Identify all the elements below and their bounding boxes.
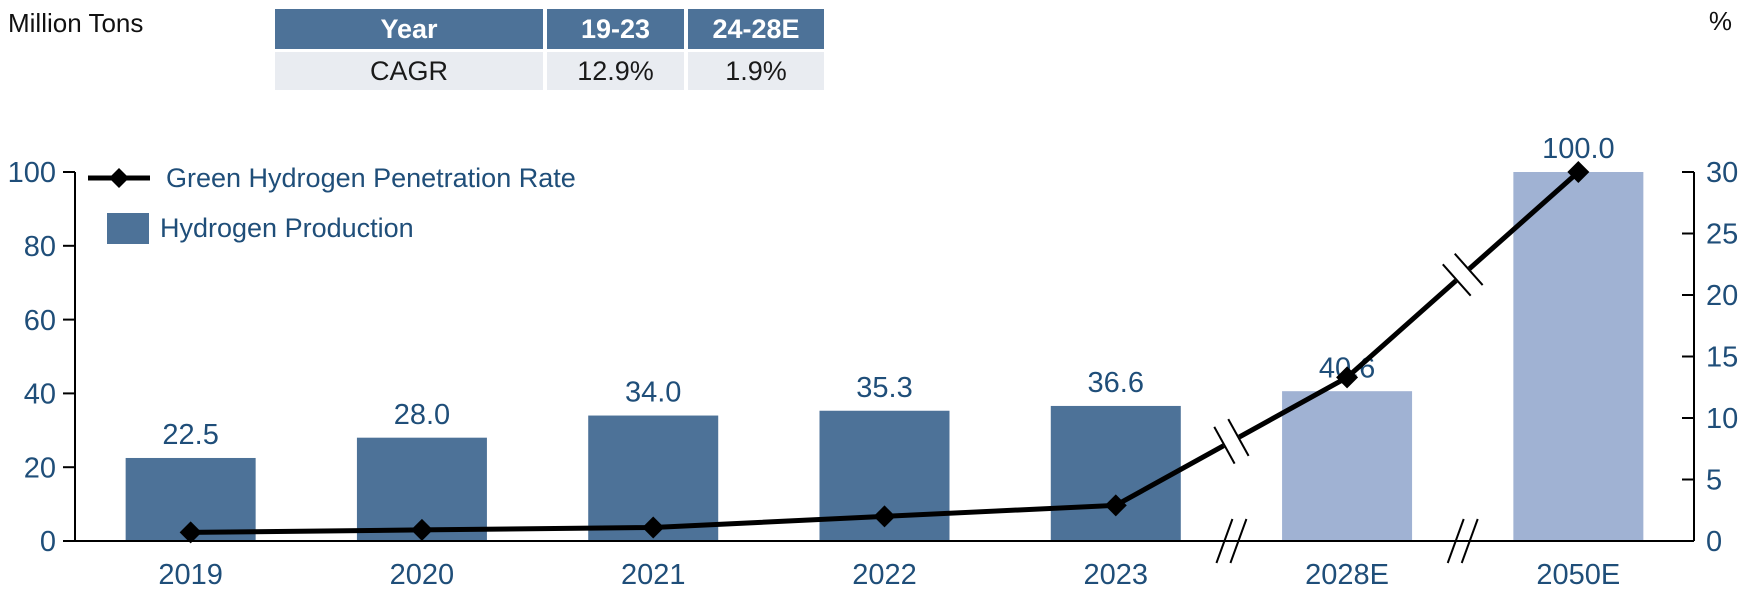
x-axis-label-2019: 2019 (158, 559, 223, 591)
x-axis-label-2022: 2022 (852, 559, 917, 591)
right-axis-tick-label: 5 (1706, 465, 1722, 497)
line-marker-2028E (1336, 366, 1359, 389)
bar-value-label-2050E: 100.0 (1542, 133, 1615, 165)
line-break-gap (1221, 433, 1242, 450)
line-marker-2019 (179, 521, 202, 544)
cagr-table-header-24-28e: 24-28E (688, 9, 824, 49)
line-marker-2020 (410, 518, 433, 541)
legend-item-penetration-rate: Green Hydrogen Penetration Rate (86, 162, 576, 194)
left-axis-unit-label: Million Tons (8, 8, 144, 38)
x-axis-label-2021: 2021 (621, 559, 686, 591)
line-marker-2021 (642, 516, 665, 539)
line-marker-2022 (873, 505, 896, 528)
left-axis-tick-label: 0 (40, 526, 56, 558)
line-break-icon (1213, 426, 1236, 465)
x-axis-label-2050E: 2050E (1536, 559, 1620, 591)
line-break-icon (1227, 418, 1250, 457)
bar-2023 (1050, 405, 1181, 541)
line-marker-2023 (1104, 494, 1127, 517)
bar-value-label-2022: 35.3 (856, 372, 912, 404)
right-axis-tick-label: 10 (1706, 403, 1738, 435)
bar-swatch-icon (107, 212, 149, 244)
x-axis-label-2028E: 2028E (1305, 559, 1389, 591)
legend-label-hydrogen-production: Hydrogen Production (160, 212, 414, 243)
bar-value-label-2023: 36.6 (1088, 367, 1144, 399)
bar-2028E (1282, 391, 1413, 541)
line-diamond-swatch-icon (88, 168, 150, 188)
x-axis-break-icon (1460, 518, 1479, 564)
left-axis-tick-label: 20 (24, 452, 56, 484)
cagr-table-value-19-23: 12.9% (547, 52, 684, 90)
legend-item-hydrogen-production: Hydrogen Production (107, 212, 414, 244)
right-axis-tick-label: 30 (1706, 157, 1738, 189)
cagr-table-header-year: Year (275, 9, 543, 49)
right-axis-tick-label: 20 (1706, 280, 1738, 312)
line-break-icon (1442, 263, 1472, 297)
left-axis-tick-label: 80 (24, 231, 56, 263)
cagr-table: Year 19-23 24-28E CAGR 12.9% 1.9% (275, 9, 824, 90)
bar-2050E (1513, 172, 1644, 541)
right-axis-unit-label: % (1708, 6, 1732, 36)
line-break-gap (1452, 265, 1473, 285)
right-axis-tick-label: 25 (1706, 219, 1738, 251)
cagr-table-header-19-23: 19-23 (547, 9, 684, 49)
left-axis-tick-label: 100 (8, 157, 56, 189)
x-axis-label-2020: 2020 (390, 559, 455, 591)
bar-value-label-2020: 28.0 (394, 399, 450, 431)
cagr-table-value-24-28e: 1.9% (688, 52, 824, 90)
bar-value-label-2019: 22.5 (162, 419, 218, 451)
x-axis-break-icon (1229, 518, 1248, 564)
bar-value-label-2021: 34.0 (625, 377, 681, 409)
x-axis-label-2023: 2023 (1084, 559, 1149, 591)
right-axis-tick-label: 15 (1706, 342, 1738, 374)
right-axis-tick-label: 0 (1706, 526, 1722, 558)
x-axis-break-icon (1215, 518, 1234, 564)
left-axis-tick-label: 60 (24, 305, 56, 337)
left-axis-tick-label: 40 (24, 379, 56, 411)
line-marker-2050E (1567, 161, 1590, 183)
line-break-icon (1454, 253, 1484, 286)
legend-label-penetration-rate: Green Hydrogen Penetration Rate (166, 162, 576, 193)
x-axis-break-icon (1446, 518, 1465, 564)
cagr-table-row-label: CAGR (275, 52, 543, 90)
